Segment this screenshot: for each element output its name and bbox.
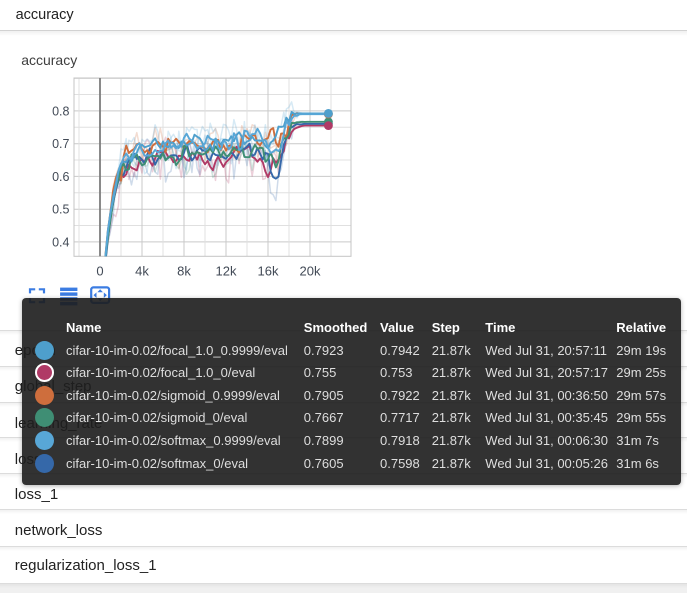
svg-text:0: 0 (96, 264, 103, 279)
svg-text:0.6: 0.6 (52, 170, 69, 184)
svg-text:12k: 12k (216, 264, 237, 279)
svg-text:0.7: 0.7 (52, 137, 69, 151)
svg-text:0.5: 0.5 (52, 203, 69, 217)
svg-text:0.8: 0.8 (52, 104, 69, 118)
svg-text:0.4: 0.4 (52, 235, 69, 249)
svg-text:4k: 4k (135, 264, 149, 279)
svg-text:20k: 20k (300, 264, 321, 279)
svg-text:8k: 8k (177, 264, 191, 279)
svg-text:16k: 16k (258, 264, 279, 279)
